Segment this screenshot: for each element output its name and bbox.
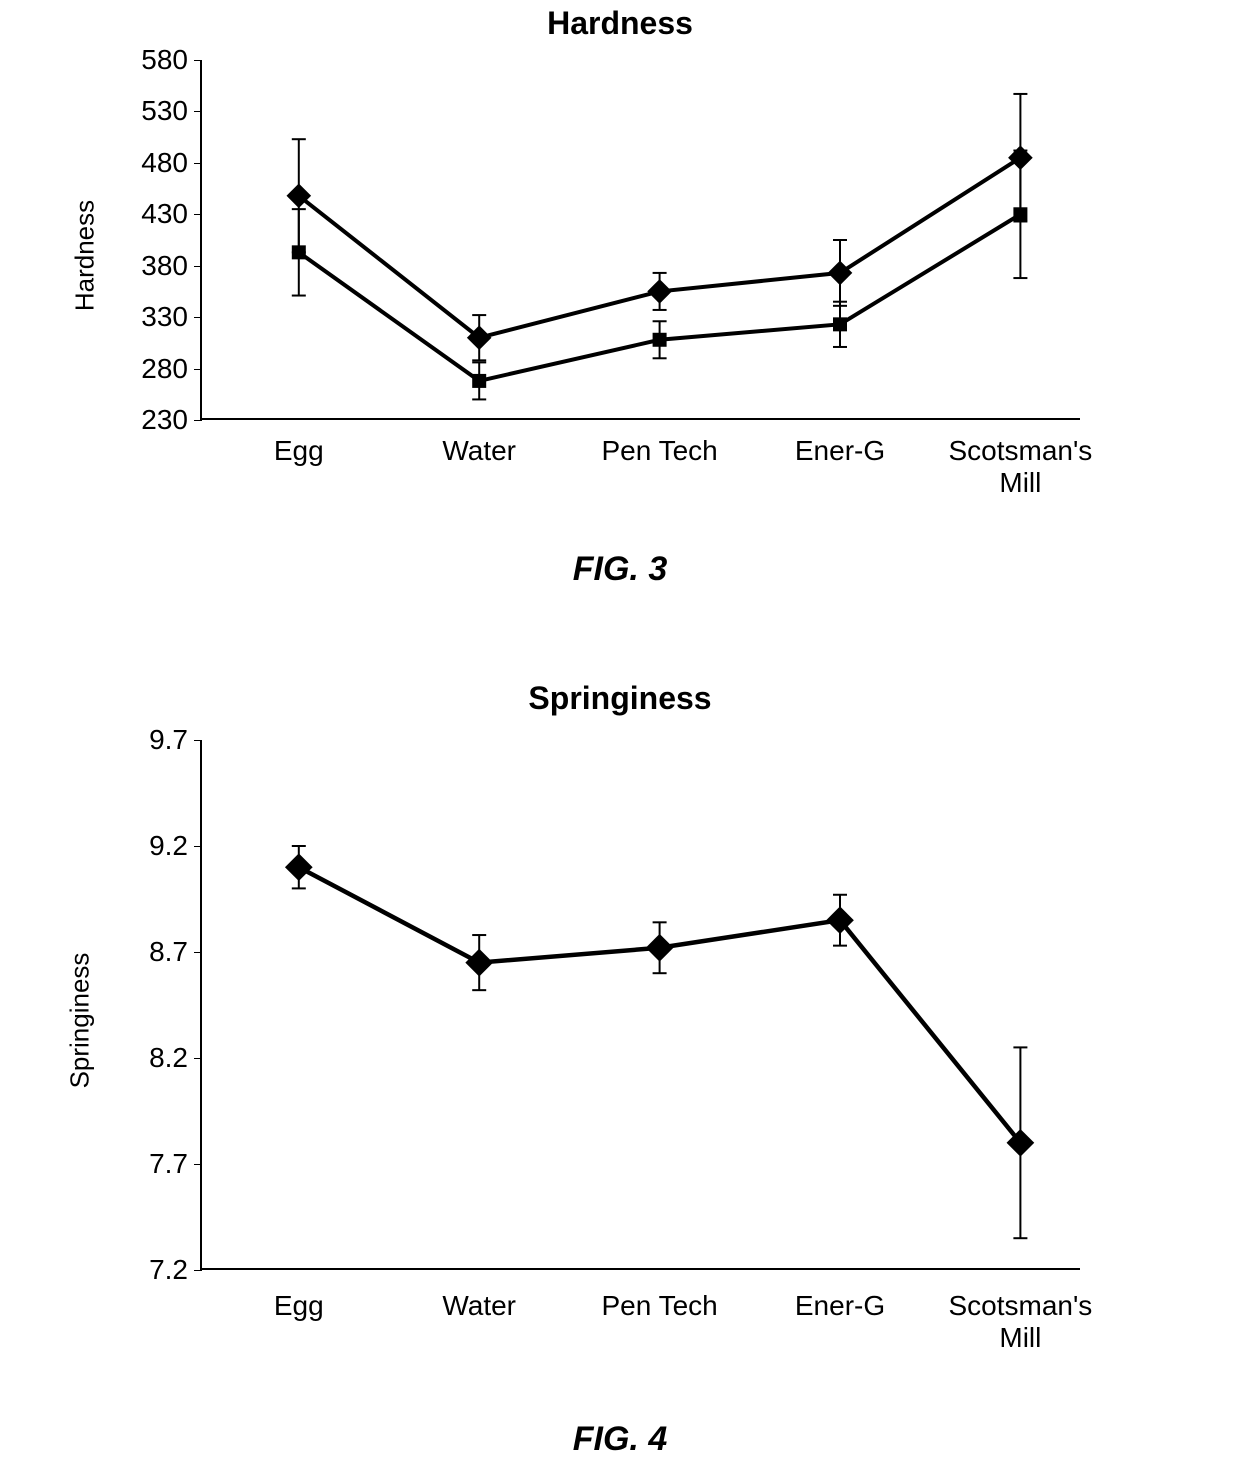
chart1-plot-wrap: Hardness 230280330380430480530580EggWate… — [0, 5, 1240, 595]
x-tick-label: Pen Tech — [570, 1290, 750, 1322]
chart2-plot-wrap: Springiness 7.27.78.28.79.29.7EggWaterPe… — [0, 680, 1240, 1470]
y-tick-label: 430 — [126, 198, 188, 230]
marker-square — [653, 333, 667, 347]
y-tick-mark — [194, 846, 202, 847]
y-tick-mark — [194, 266, 202, 267]
x-tick-label: Egg — [209, 1290, 389, 1322]
chart1-ylabel: Hardness — [70, 200, 101, 311]
series-line — [299, 867, 1021, 1143]
chart1-caption: FIG. 3 — [0, 550, 1240, 589]
y-tick-mark — [194, 420, 202, 421]
y-tick-label: 7.7 — [126, 1148, 188, 1180]
x-tick-label: Scotsman's Mill — [930, 435, 1110, 499]
x-tick-label: Water — [389, 1290, 569, 1322]
marker-square — [1013, 207, 1027, 221]
marker-diamond — [647, 279, 672, 304]
y-tick-label: 7.2 — [126, 1254, 188, 1286]
y-tick-mark — [194, 1058, 202, 1059]
y-tick-mark — [194, 317, 202, 318]
y-tick-mark — [194, 111, 202, 112]
y-tick-label: 8.2 — [126, 1042, 188, 1074]
x-tick-label: Ener-G — [750, 1290, 930, 1322]
x-tick-label: Egg — [209, 435, 389, 467]
y-tick-label: 280 — [126, 353, 188, 385]
y-tick-mark — [194, 60, 202, 61]
x-tick-label: Pen Tech — [570, 435, 750, 467]
y-tick-label: 330 — [126, 301, 188, 333]
y-tick-mark — [194, 952, 202, 953]
chart-hardness: Hardness Hardness 2302803303804304805305… — [0, 5, 1240, 595]
y-tick-label: 530 — [126, 95, 188, 127]
y-tick-mark — [194, 740, 202, 741]
chart1-svg — [202, 60, 1082, 420]
marker-diamond — [646, 934, 674, 962]
y-tick-mark — [194, 1270, 202, 1271]
y-tick-label: 380 — [126, 250, 188, 282]
y-tick-label: 230 — [126, 404, 188, 436]
chart2-caption: FIG. 4 — [0, 1420, 1240, 1459]
page: Hardness Hardness 2302803303804304805305… — [0, 0, 1240, 1481]
chart2-ylabel: Springiness — [65, 953, 96, 1089]
marker-square — [472, 374, 486, 388]
marker-diamond — [285, 853, 313, 881]
chart2-plot-area: 7.27.78.28.79.29.7EggWaterPen TechEner-G… — [200, 740, 1080, 1270]
marker-diamond — [828, 261, 853, 286]
x-tick-label: Water — [389, 435, 569, 467]
y-tick-mark — [194, 163, 202, 164]
chart-springiness: Springiness Springiness 7.27.78.28.79.29… — [0, 680, 1240, 1470]
y-tick-mark — [194, 369, 202, 370]
marker-square — [292, 245, 306, 259]
x-tick-label: Ener-G — [750, 435, 930, 467]
chart2-svg — [202, 740, 1082, 1270]
y-tick-label: 9.7 — [126, 724, 188, 756]
chart1-plot-area: 230280330380430480530580EggWaterPen Tech… — [200, 60, 1080, 420]
marker-square — [833, 317, 847, 331]
marker-diamond — [465, 949, 493, 977]
y-tick-label: 480 — [126, 147, 188, 179]
y-tick-mark — [194, 1164, 202, 1165]
x-tick-label: Scotsman's Mill — [930, 1290, 1110, 1354]
y-tick-mark — [194, 214, 202, 215]
y-tick-label: 8.7 — [126, 936, 188, 968]
y-tick-label: 580 — [126, 44, 188, 76]
y-tick-label: 9.2 — [126, 830, 188, 862]
